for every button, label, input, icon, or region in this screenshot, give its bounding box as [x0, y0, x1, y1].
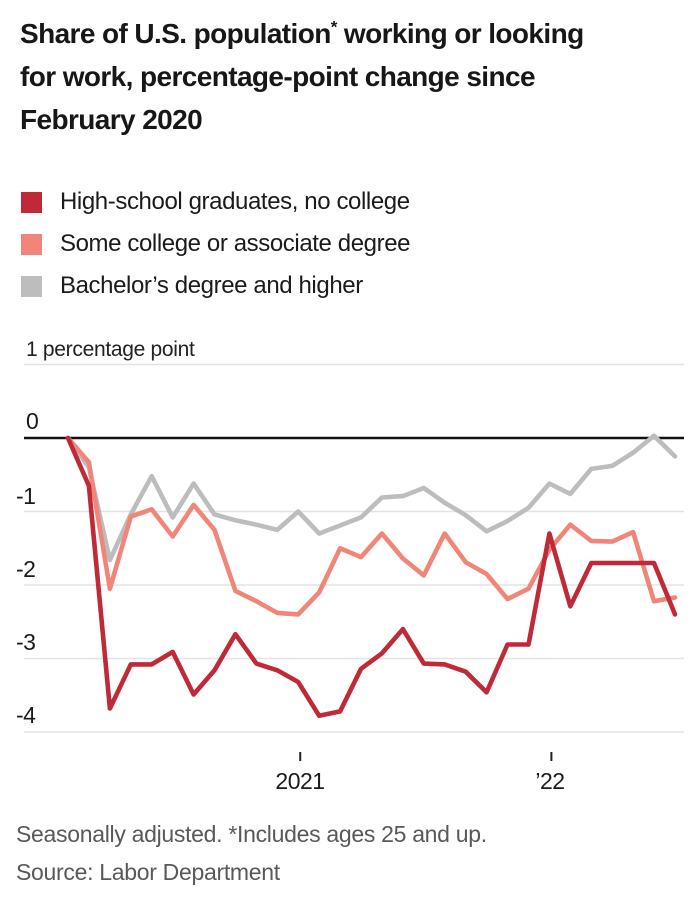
- series-line: [65, 435, 678, 719]
- legend-label-bachelors: Bachelor’s degree and higher: [60, 272, 363, 299]
- series-line: [65, 433, 678, 563]
- footnote-note: Seasonally adjusted. *Includes ages 25 a…: [16, 821, 487, 847]
- x-axis-label-22: ’22: [535, 768, 565, 794]
- y-axis-label-neg1: -1: [16, 483, 36, 509]
- title-text-1: Share of U.S. population: [20, 18, 331, 49]
- y-axis-label-neg4: -4: [16, 702, 36, 728]
- title-text-3: for work, percentage-point change since: [20, 61, 536, 92]
- legend-item-somecollege: Some college or associate degree: [21, 223, 410, 265]
- title-text-4: February 2020: [20, 104, 203, 135]
- legend-item-bachelors: Bachelor’s degree and higher: [21, 265, 410, 307]
- legend-item-highschool: High-school graduates, no college: [21, 181, 410, 223]
- y-axis-unit-label: 1 percentage point: [26, 338, 195, 361]
- series-line: [65, 435, 678, 617]
- y-axis-label-neg2: -2: [16, 556, 36, 582]
- legend-label-somecollege: Some college or associate degree: [60, 230, 411, 257]
- legend-swatch-bachelors: [21, 275, 42, 297]
- legend-swatch-somecollege: [21, 233, 42, 255]
- chart-title: Share of U.S. population* working or loo…: [20, 12, 668, 141]
- y-axis-label-0: 0: [26, 408, 39, 434]
- title-asterisk: *: [330, 17, 338, 37]
- legend-label-highschool: High-school graduates, no college: [60, 188, 410, 215]
- x-axis-label-2021: 2021: [275, 768, 325, 794]
- legend-swatch-highschool: [21, 191, 42, 213]
- title-text-2: working or looking: [336, 18, 584, 49]
- y-axis-label-neg3: -3: [16, 629, 36, 655]
- footnote-source: Source: Labor Department: [16, 859, 280, 885]
- chart-legend: High-school graduates, no college Some c…: [21, 181, 410, 307]
